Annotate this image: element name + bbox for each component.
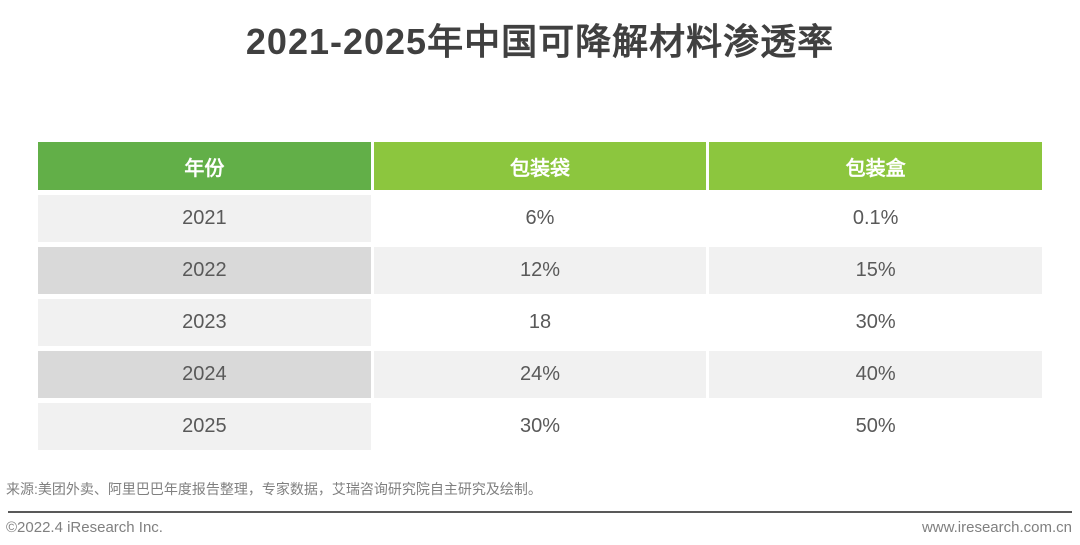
penetration-rate-table: 年份 包装袋 包装盒 2021 6% 0.1% 2022 12% 15% 202… bbox=[38, 142, 1042, 450]
table-header-bag: 包装袋 bbox=[373, 142, 707, 190]
table-cell-box: 0.1% bbox=[709, 195, 1042, 242]
table-cell-year: 2022 bbox=[38, 247, 371, 294]
table-cell-box: 15% bbox=[709, 247, 1042, 294]
table-header-box: 包装盒 bbox=[709, 142, 1042, 190]
table-cell-year: 2021 bbox=[38, 195, 371, 242]
table-cell-year: 2024 bbox=[38, 351, 371, 398]
page-title: 2021-2025年中国可降解材料渗透率 bbox=[245, 21, 835, 62]
table-cell-box: 30% bbox=[709, 299, 1042, 346]
table-header-year: 年份 bbox=[38, 142, 371, 190]
table-cell-box: 50% bbox=[709, 403, 1042, 450]
table-cell-year: 2023 bbox=[38, 299, 371, 346]
table-cell-bag: 6% bbox=[373, 195, 707, 242]
footer-website: www.iresearch.com.cn bbox=[921, 519, 1072, 536]
table-cell-bag: 18 bbox=[373, 299, 707, 346]
table-cell-year: 2025 bbox=[38, 403, 371, 450]
table-cell-bag: 24% bbox=[373, 351, 707, 398]
source-note: 来源:美团外卖、阿里巴巴年度报告整理，专家数据，艾瑞咨询研究院自主研究及绘制。 bbox=[6, 481, 542, 497]
footer-divider bbox=[8, 511, 1072, 513]
table-cell-bag: 12% bbox=[373, 247, 707, 294]
table-cell-bag: 30% bbox=[373, 403, 707, 450]
table-cell-box: 40% bbox=[709, 351, 1042, 398]
footer-copyright: ©2022.4 iResearch Inc. bbox=[6, 519, 163, 536]
